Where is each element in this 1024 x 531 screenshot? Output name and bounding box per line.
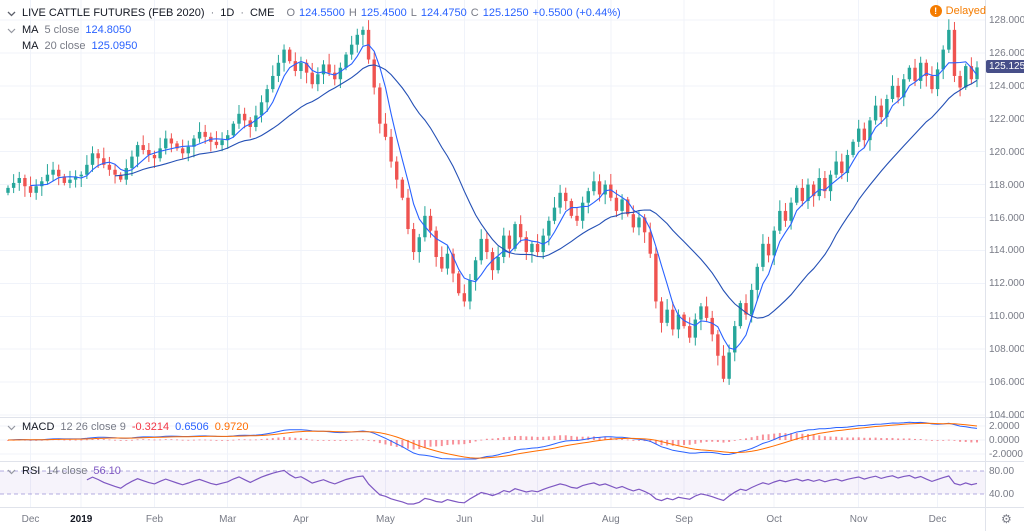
ma5-value: 124.8050 bbox=[85, 24, 132, 36]
rsi-title: RSI bbox=[22, 465, 41, 477]
ohlc-values: O 124.5500 H 125.4500 L 124.4750 C 125.1250 … bbox=[286, 7, 620, 19]
symbol-title: LIVE CATTLE FUTURES (FEB 2020) bbox=[22, 7, 205, 19]
macd-legend[interactable]: MACD 12 26 close 9 -0.3214 0.6506 0.9720 bbox=[7, 420, 248, 434]
high-value: 125.4500 bbox=[360, 7, 407, 19]
macd-title: MACD bbox=[22, 421, 55, 433]
ma20-value: 125.0950 bbox=[91, 40, 138, 52]
ma5-params: 5 close bbox=[44, 24, 80, 36]
ma20-legend[interactable]: MA 20 close 125.0950 bbox=[7, 39, 137, 53]
delayed-label: Delayed bbox=[945, 5, 986, 17]
macd-line-value: 0.6506 bbox=[175, 421, 209, 433]
macd-signal-value: 0.9720 bbox=[214, 421, 249, 433]
chevron-down-icon[interactable] bbox=[7, 26, 16, 35]
macd-hist-value: -0.3214 bbox=[131, 421, 170, 433]
symbol-legend[interactable]: LIVE CATTLE FUTURES (FEB 2020) · 1D · CM… bbox=[7, 6, 621, 20]
separator: · bbox=[240, 7, 244, 19]
close-label: C bbox=[470, 7, 479, 19]
rsi-value: 56.10 bbox=[93, 465, 121, 477]
low-value: 124.4750 bbox=[420, 7, 467, 19]
exchange-label: CME bbox=[249, 7, 275, 19]
chevron-down-icon[interactable] bbox=[7, 423, 16, 432]
warning-icon: ! bbox=[929, 5, 942, 17]
last-price-label[interactable]: 125.1250 bbox=[986, 60, 1024, 74]
chevron-down-icon[interactable] bbox=[7, 9, 16, 18]
delayed-badge[interactable]: ! Delayed bbox=[929, 5, 986, 17]
change-value: +0.5500 (+0.44%) bbox=[532, 7, 621, 19]
chevron-down-icon[interactable] bbox=[7, 467, 16, 476]
settings-gear-icon[interactable]: ⚙ bbox=[1001, 512, 1012, 526]
open-value: 124.5500 bbox=[299, 7, 345, 19]
ma20-title: MA bbox=[22, 40, 39, 52]
rsi-legend[interactable]: RSI 14 close 56.10 bbox=[7, 464, 121, 478]
low-label: L bbox=[410, 7, 417, 19]
rsi-params: 14 close bbox=[46, 465, 88, 477]
open-label: O bbox=[286, 7, 295, 19]
close-value: 125.1250 bbox=[482, 7, 529, 19]
ma20-params: 20 close bbox=[44, 40, 86, 52]
ma5-legend[interactable]: MA 5 close 124.8050 bbox=[7, 23, 131, 37]
high-label: H bbox=[348, 7, 357, 19]
separator: · bbox=[210, 7, 215, 19]
macd-params: 12 26 close 9 bbox=[60, 421, 126, 433]
ma5-title: MA bbox=[22, 24, 39, 36]
interval-label[interactable]: 1D bbox=[220, 7, 235, 19]
